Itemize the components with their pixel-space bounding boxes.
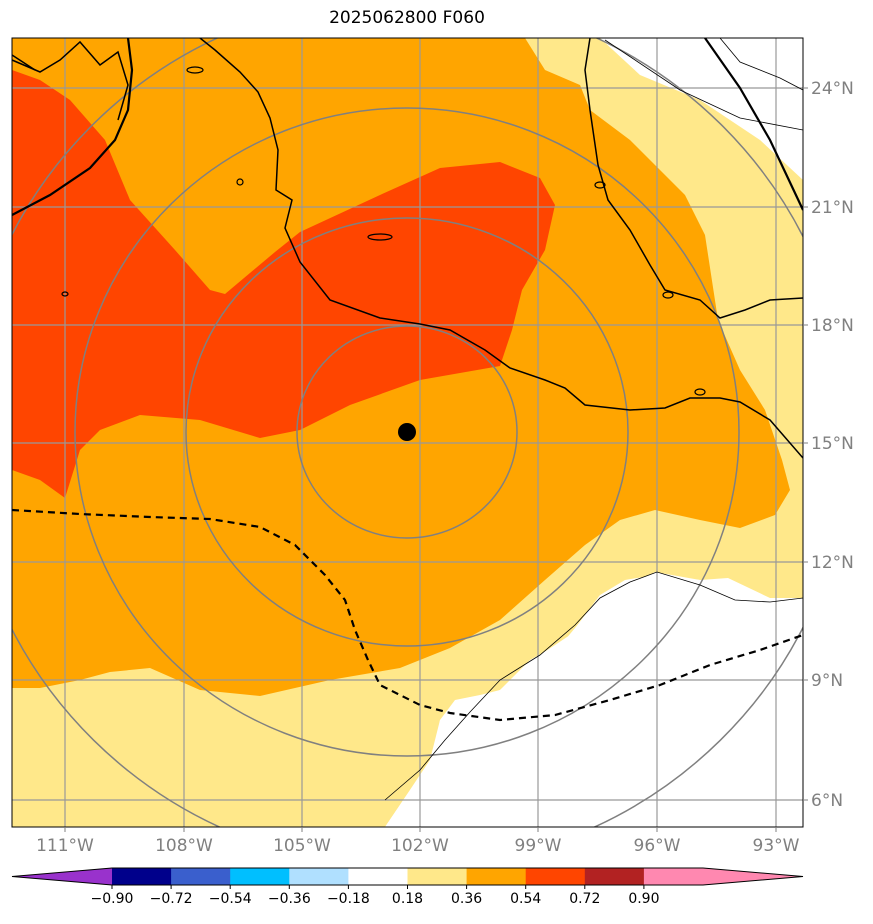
lat-label: 18°N xyxy=(811,316,854,336)
colorbar-tick-label: −0.18 xyxy=(327,891,370,907)
dashed-contours xyxy=(12,508,803,722)
lon-label: 99°W xyxy=(515,836,562,856)
colorbar-swatch xyxy=(230,868,290,885)
lon-label: 105°W xyxy=(273,836,331,856)
colorbar-extend-high xyxy=(703,868,803,885)
border-lines xyxy=(384,38,803,801)
lat-label: 21°N xyxy=(811,198,854,218)
colorbar-swatch xyxy=(466,868,527,885)
colorbar-swatch xyxy=(289,868,349,885)
colorbar-tick-label: 0.90 xyxy=(628,891,659,907)
colorbar-tick-label: 0.54 xyxy=(510,891,541,907)
colorbar-tick-label: 0.36 xyxy=(451,891,482,907)
colorbar-swatch xyxy=(584,868,645,885)
contour-nofill-ne xyxy=(600,38,803,180)
boundary-lines xyxy=(12,38,803,216)
lat-label: 24°N xyxy=(811,79,854,99)
colorbar-tick-label: 0.72 xyxy=(569,891,600,907)
storm-center-marker xyxy=(398,423,416,441)
colorbar-swatch xyxy=(171,868,231,885)
coastlines xyxy=(12,38,803,459)
colorbar-swatch xyxy=(348,868,408,885)
colorbar-swatch xyxy=(643,868,704,885)
lon-label: 102°W xyxy=(391,836,449,856)
islands xyxy=(61,66,706,396)
lat-labels: 24°N 21°N 18°N 15°N 12°N 9°N 6°N xyxy=(811,79,854,811)
colorbar-swatch xyxy=(407,868,468,885)
colorbar-swatch xyxy=(525,868,586,885)
colorbar-outline xyxy=(11,867,804,886)
lon-label: 93°W xyxy=(753,836,800,856)
graticule xyxy=(12,38,803,827)
lon-labels: 111°W 108°W 105°W 102°W 99°W 96°W 93°W xyxy=(36,836,800,856)
colorbar-extend-low xyxy=(12,868,112,885)
contour-nofill-sw xyxy=(385,575,803,827)
colorbar-tick-label: −0.90 xyxy=(91,891,134,907)
colorbar-tick-label: −0.54 xyxy=(209,891,252,907)
map-frame xyxy=(11,37,804,828)
axis-ticks xyxy=(64,87,808,832)
range-rings xyxy=(12,38,803,827)
colorbar-tick-label: 0.18 xyxy=(392,891,423,907)
lon-label: 96°W xyxy=(634,836,681,856)
lon-label: 111°W xyxy=(36,836,94,856)
map-title: 2025062800 F060 xyxy=(329,8,485,28)
lat-label: 15°N xyxy=(811,434,854,454)
contour-fill-0.54 xyxy=(12,38,555,498)
colorbar-swatch xyxy=(112,868,172,885)
colorbar-tick-label: −0.72 xyxy=(150,891,193,907)
lat-label: 12°N xyxy=(811,553,854,573)
map-area xyxy=(12,38,803,827)
lat-label: 9°N xyxy=(811,671,843,691)
colorbar-tick-label: −0.36 xyxy=(268,891,311,907)
lat-label: 6°N xyxy=(811,791,843,811)
lon-label: 108°W xyxy=(155,836,213,856)
colorbar: −0.90 −0.72 −0.54 −0.36 −0.18 0.18 0.36 0.54 0.7… xyxy=(11,867,804,907)
